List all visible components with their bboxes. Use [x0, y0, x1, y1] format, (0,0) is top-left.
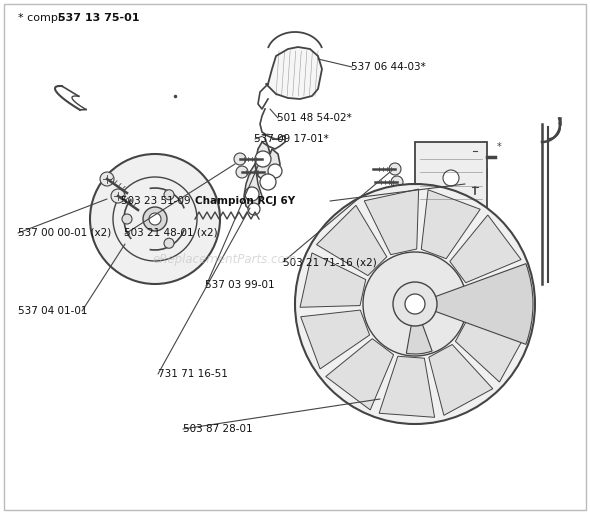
- Polygon shape: [470, 151, 480, 159]
- Polygon shape: [467, 268, 528, 324]
- Circle shape: [236, 166, 248, 178]
- Text: 537 00 00-01 (x2): 537 00 00-01 (x2): [18, 227, 111, 237]
- Polygon shape: [255, 142, 280, 182]
- Text: *: *: [497, 142, 502, 152]
- Polygon shape: [300, 253, 366, 307]
- Circle shape: [443, 170, 459, 186]
- Circle shape: [363, 252, 467, 356]
- Text: Champion RCJ 6Y: Champion RCJ 6Y: [195, 196, 295, 207]
- Text: * compl: * compl: [18, 13, 61, 23]
- Circle shape: [149, 213, 161, 225]
- Text: eReplacementParts.com: eReplacementParts.com: [152, 253, 296, 266]
- Circle shape: [90, 154, 220, 284]
- Text: 501 48 54-02*: 501 48 54-02*: [277, 113, 352, 123]
- Circle shape: [245, 187, 259, 201]
- Polygon shape: [463, 159, 487, 187]
- Circle shape: [255, 151, 271, 167]
- Text: 537 09 17-01*: 537 09 17-01*: [254, 134, 329, 144]
- Circle shape: [234, 153, 246, 165]
- Circle shape: [111, 189, 125, 203]
- Text: 537 03 99-01: 537 03 99-01: [205, 280, 275, 290]
- Polygon shape: [455, 318, 526, 382]
- Circle shape: [268, 164, 282, 178]
- Polygon shape: [364, 189, 419, 254]
- Wedge shape: [415, 264, 533, 344]
- Polygon shape: [450, 215, 521, 283]
- Circle shape: [260, 174, 276, 190]
- Text: 503 21 71-16 (x2): 503 21 71-16 (x2): [283, 257, 377, 267]
- Circle shape: [295, 184, 535, 424]
- Text: 503 87 28-01: 503 87 28-01: [183, 424, 253, 434]
- Polygon shape: [421, 190, 480, 259]
- Wedge shape: [407, 304, 432, 354]
- Text: 731 71 16-51: 731 71 16-51: [158, 369, 228, 379]
- Circle shape: [393, 282, 437, 326]
- Polygon shape: [379, 356, 435, 417]
- Circle shape: [391, 176, 403, 188]
- Circle shape: [100, 172, 114, 186]
- Circle shape: [389, 163, 401, 175]
- Text: 537 06 44-03*: 537 06 44-03*: [351, 62, 426, 72]
- Circle shape: [164, 190, 174, 200]
- Polygon shape: [301, 310, 369, 369]
- Bar: [415, 142, 487, 214]
- Text: 537 13 75-01: 537 13 75-01: [58, 13, 139, 23]
- Polygon shape: [429, 344, 493, 415]
- Circle shape: [122, 214, 132, 224]
- Polygon shape: [266, 47, 322, 99]
- Circle shape: [405, 294, 425, 314]
- Polygon shape: [466, 167, 484, 179]
- Polygon shape: [326, 339, 394, 410]
- Text: 503 23 51-09: 503 23 51-09: [121, 196, 194, 207]
- Circle shape: [164, 238, 174, 248]
- Polygon shape: [316, 205, 387, 276]
- Circle shape: [248, 203, 260, 215]
- Text: 503 21 48-01 (x2): 503 21 48-01 (x2): [124, 227, 218, 237]
- Text: 537 04 01-01: 537 04 01-01: [18, 306, 87, 316]
- Polygon shape: [244, 164, 262, 212]
- Circle shape: [143, 207, 167, 231]
